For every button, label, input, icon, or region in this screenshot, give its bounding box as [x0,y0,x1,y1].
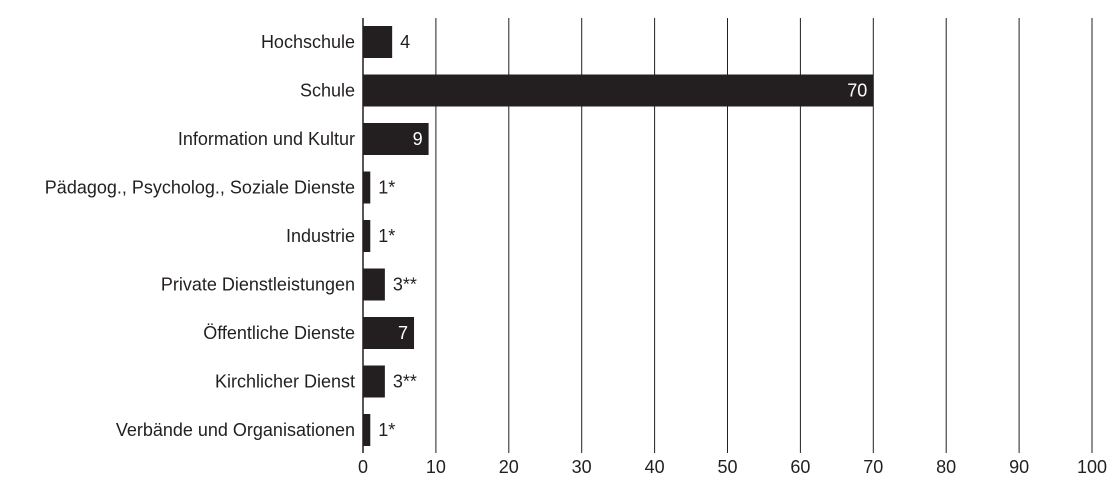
bar [363,268,385,301]
data-label: 7 [398,323,408,343]
data-label: 3** [393,275,417,295]
x-tick-label: 90 [1009,457,1029,477]
x-tick-label: 10 [426,457,446,477]
x-tick-label: 50 [717,457,737,477]
x-tick-label: 70 [863,457,883,477]
x-tick-label: 60 [790,457,810,477]
category-label: Hochschule [261,32,355,52]
data-label: 4 [400,32,410,52]
data-label: 9 [413,129,423,149]
x-tick-label: 100 [1077,457,1107,477]
bar [363,74,874,107]
bar-layer: 4 70 9 1* 1* 3** 7 3** 1* [363,26,874,446]
data-label: 1* [378,226,395,246]
category-label: Private Dienstleistungen [161,275,355,295]
bar [363,365,385,398]
category-label: Verbände und Organisationen [116,420,355,440]
category-label: Schule [300,81,355,101]
data-label: 70 [847,81,867,101]
x-tick-label: 30 [572,457,592,477]
category-label: Pädagog., Psycholog., Soziale Dienste [45,178,355,198]
x-tick-label: 20 [499,457,519,477]
bar [363,414,371,446]
bar [363,26,393,58]
category-label: Kirchlicher Dienst [215,372,355,392]
x-tick-layer: 0 10 20 30 40 50 60 70 80 90 100 [358,457,1107,477]
category-label-layer: Hochschule Schule Information und Kultur Pä… [45,32,355,440]
category-label: Industrie [286,226,355,246]
data-label: 3** [393,372,417,392]
category-label: Öffentliche Dienste [203,323,355,343]
bar [363,171,371,204]
data-label: 1* [378,420,395,440]
bar [363,317,415,349]
category-label: Information und Kultur [178,129,355,149]
data-label: 1* [378,178,395,198]
x-tick-label: 80 [936,457,956,477]
x-tick-label: 0 [358,457,368,477]
bar [363,123,429,155]
bar [363,220,371,252]
x-tick-label: 40 [645,457,665,477]
